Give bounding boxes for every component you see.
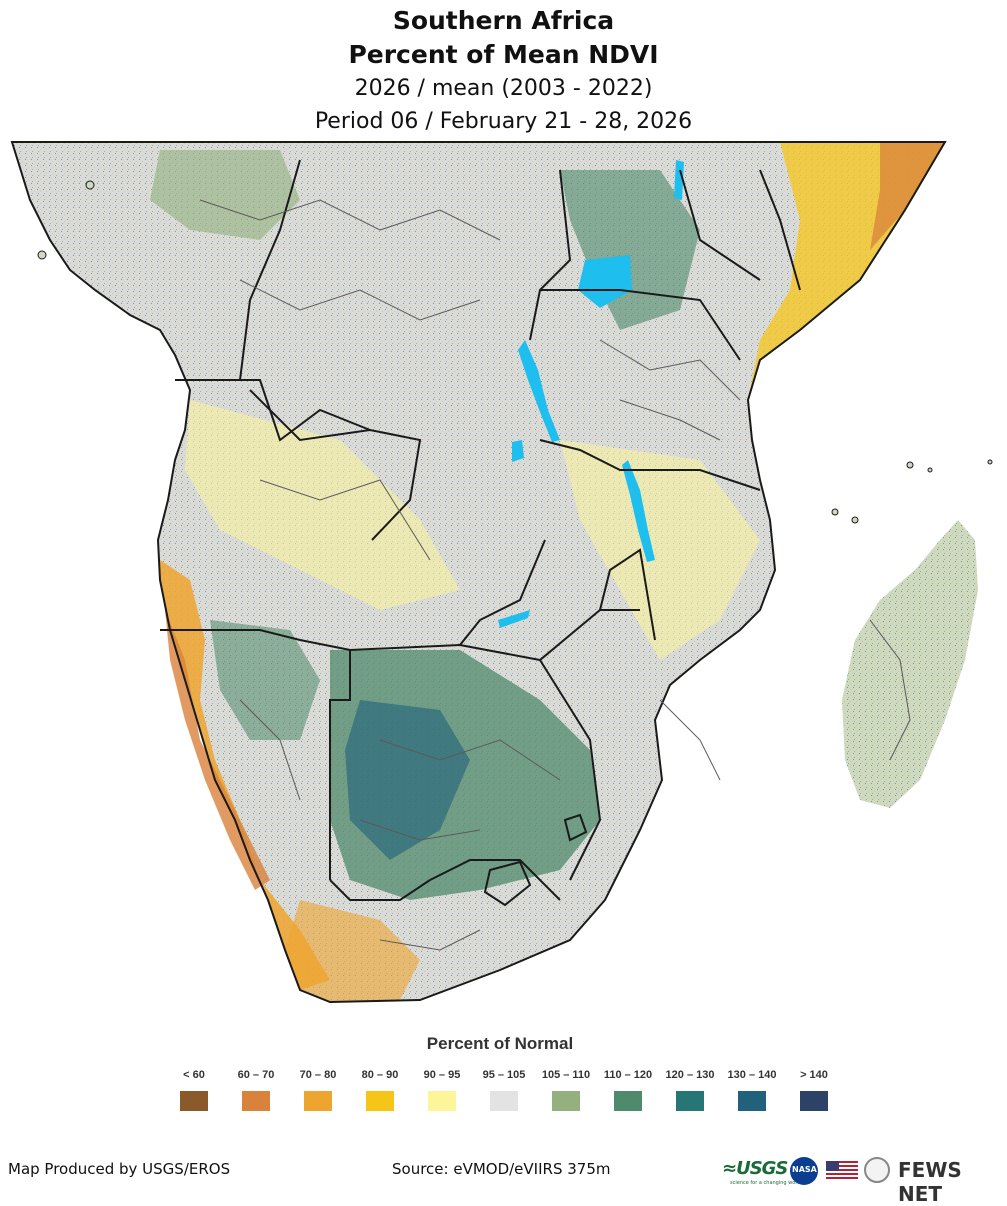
lesotho-outline: [483, 860, 532, 907]
lake-mweru: [512, 440, 524, 462]
dry-zone-tanzania-mozambique: [560, 440, 760, 660]
footer-producer: Map Produced by USGS/EROS: [8, 1160, 231, 1178]
wet-zone-drc-west: [150, 150, 300, 240]
very-dry-namib: [165, 610, 270, 890]
legend-item-label: 90 – 95: [423, 1069, 461, 1081]
legend-item: 80 – 90: [350, 1069, 410, 1111]
legend-item-label: 95 – 105: [482, 1069, 526, 1081]
legend-item: 90 – 95: [412, 1069, 472, 1111]
usgs-tagline: science for a changing world: [730, 1180, 802, 1186]
legend-item-label: 110 – 120: [603, 1069, 653, 1081]
legend-swatch: [800, 1091, 828, 1111]
map-title-region: Southern Africa: [392, 6, 615, 35]
madagascar-speckle: [842, 520, 978, 808]
lake-tanganyika: [518, 340, 560, 442]
legend-item: 95 – 105: [474, 1069, 534, 1111]
legend-item: 60 – 70: [226, 1069, 286, 1111]
lake-malawi: [622, 460, 655, 562]
legend-swatch: [242, 1091, 270, 1111]
legend-swatch: [428, 1091, 456, 1111]
mainland-speckle: [12, 142, 945, 1002]
legend-item: < 60: [164, 1069, 224, 1111]
dry-zone-west-coast: [160, 560, 330, 990]
very-wet-kalahari: [345, 700, 470, 860]
nasa-logo: NASA: [790, 1157, 818, 1185]
legend-title: Percent of Normal: [426, 1034, 574, 1053]
islands: [37, 180, 993, 524]
legend-item: 70 – 80: [288, 1069, 348, 1111]
lake-kariba: [498, 610, 530, 628]
dry-zone-angola-zambia: [185, 400, 460, 610]
legend-item-label: 80 – 90: [361, 1069, 399, 1081]
us-flag-icon: [826, 1161, 858, 1181]
wet-zone-great-lakes: [560, 170, 700, 330]
legend-swatch: [366, 1091, 394, 1111]
legend-item-label: < 60: [183, 1069, 205, 1081]
usgs-logo: ≈USGS: [722, 1158, 788, 1179]
ndvi-map: [10, 141, 993, 1004]
country-borders: [10, 141, 947, 1004]
map-subtitle-period: Period 06 / February 21 - 28, 2026: [314, 109, 693, 134]
legend-item-label: 60 – 70: [237, 1069, 275, 1081]
legend-swatch: [304, 1091, 332, 1111]
legend-item: 110 – 120: [598, 1069, 658, 1111]
legend-item-label: > 140: [800, 1069, 828, 1081]
legend-item-label: 105 – 110: [541, 1069, 591, 1081]
legend-item: 105 – 110: [536, 1069, 596, 1111]
footer-source: Source: eVMOD/eVIIRS 375m: [392, 1160, 611, 1178]
state-department-seal-icon: [864, 1157, 890, 1183]
map-subtitle-years: 2026 / mean (2003 - 2022): [354, 76, 653, 101]
legend-swatch: [676, 1091, 704, 1111]
fews-net-logo: FEWS NET: [898, 1158, 962, 1206]
legend-swatch: [180, 1091, 208, 1111]
legend-item-label: 70 – 80: [299, 1069, 337, 1081]
dry-zone-south-africa: [285, 900, 420, 1002]
eswatini-outline: [563, 813, 588, 842]
admin-borders: [199, 199, 911, 951]
wet-zone-namibia-north: [210, 620, 320, 740]
legend-swatch: [490, 1091, 518, 1111]
partner-logos: ≈USGS science for a changing world NASA …: [722, 1154, 1002, 1206]
map-title-product: Percent of Mean NDVI: [348, 40, 659, 69]
legend-item-label: 120 – 130: [665, 1069, 715, 1081]
legend-item-label: 130 – 140: [727, 1069, 777, 1081]
legend-swatch: [738, 1091, 766, 1111]
lake-turkana: [674, 160, 684, 200]
nasa-logo-text: NASA: [792, 1165, 817, 1174]
very-dry-somalia: [870, 142, 945, 250]
legend-swatch: [552, 1091, 580, 1111]
legend-item: 130 – 140: [722, 1069, 782, 1111]
legend-swatch: [614, 1091, 642, 1111]
legend-item: 120 – 130: [660, 1069, 720, 1111]
lake-victoria: [578, 255, 632, 308]
legend-item: > 140: [784, 1069, 844, 1111]
map-title-block: Southern Africa Percent of Mean NDVI 202…: [0, 4, 1007, 138]
